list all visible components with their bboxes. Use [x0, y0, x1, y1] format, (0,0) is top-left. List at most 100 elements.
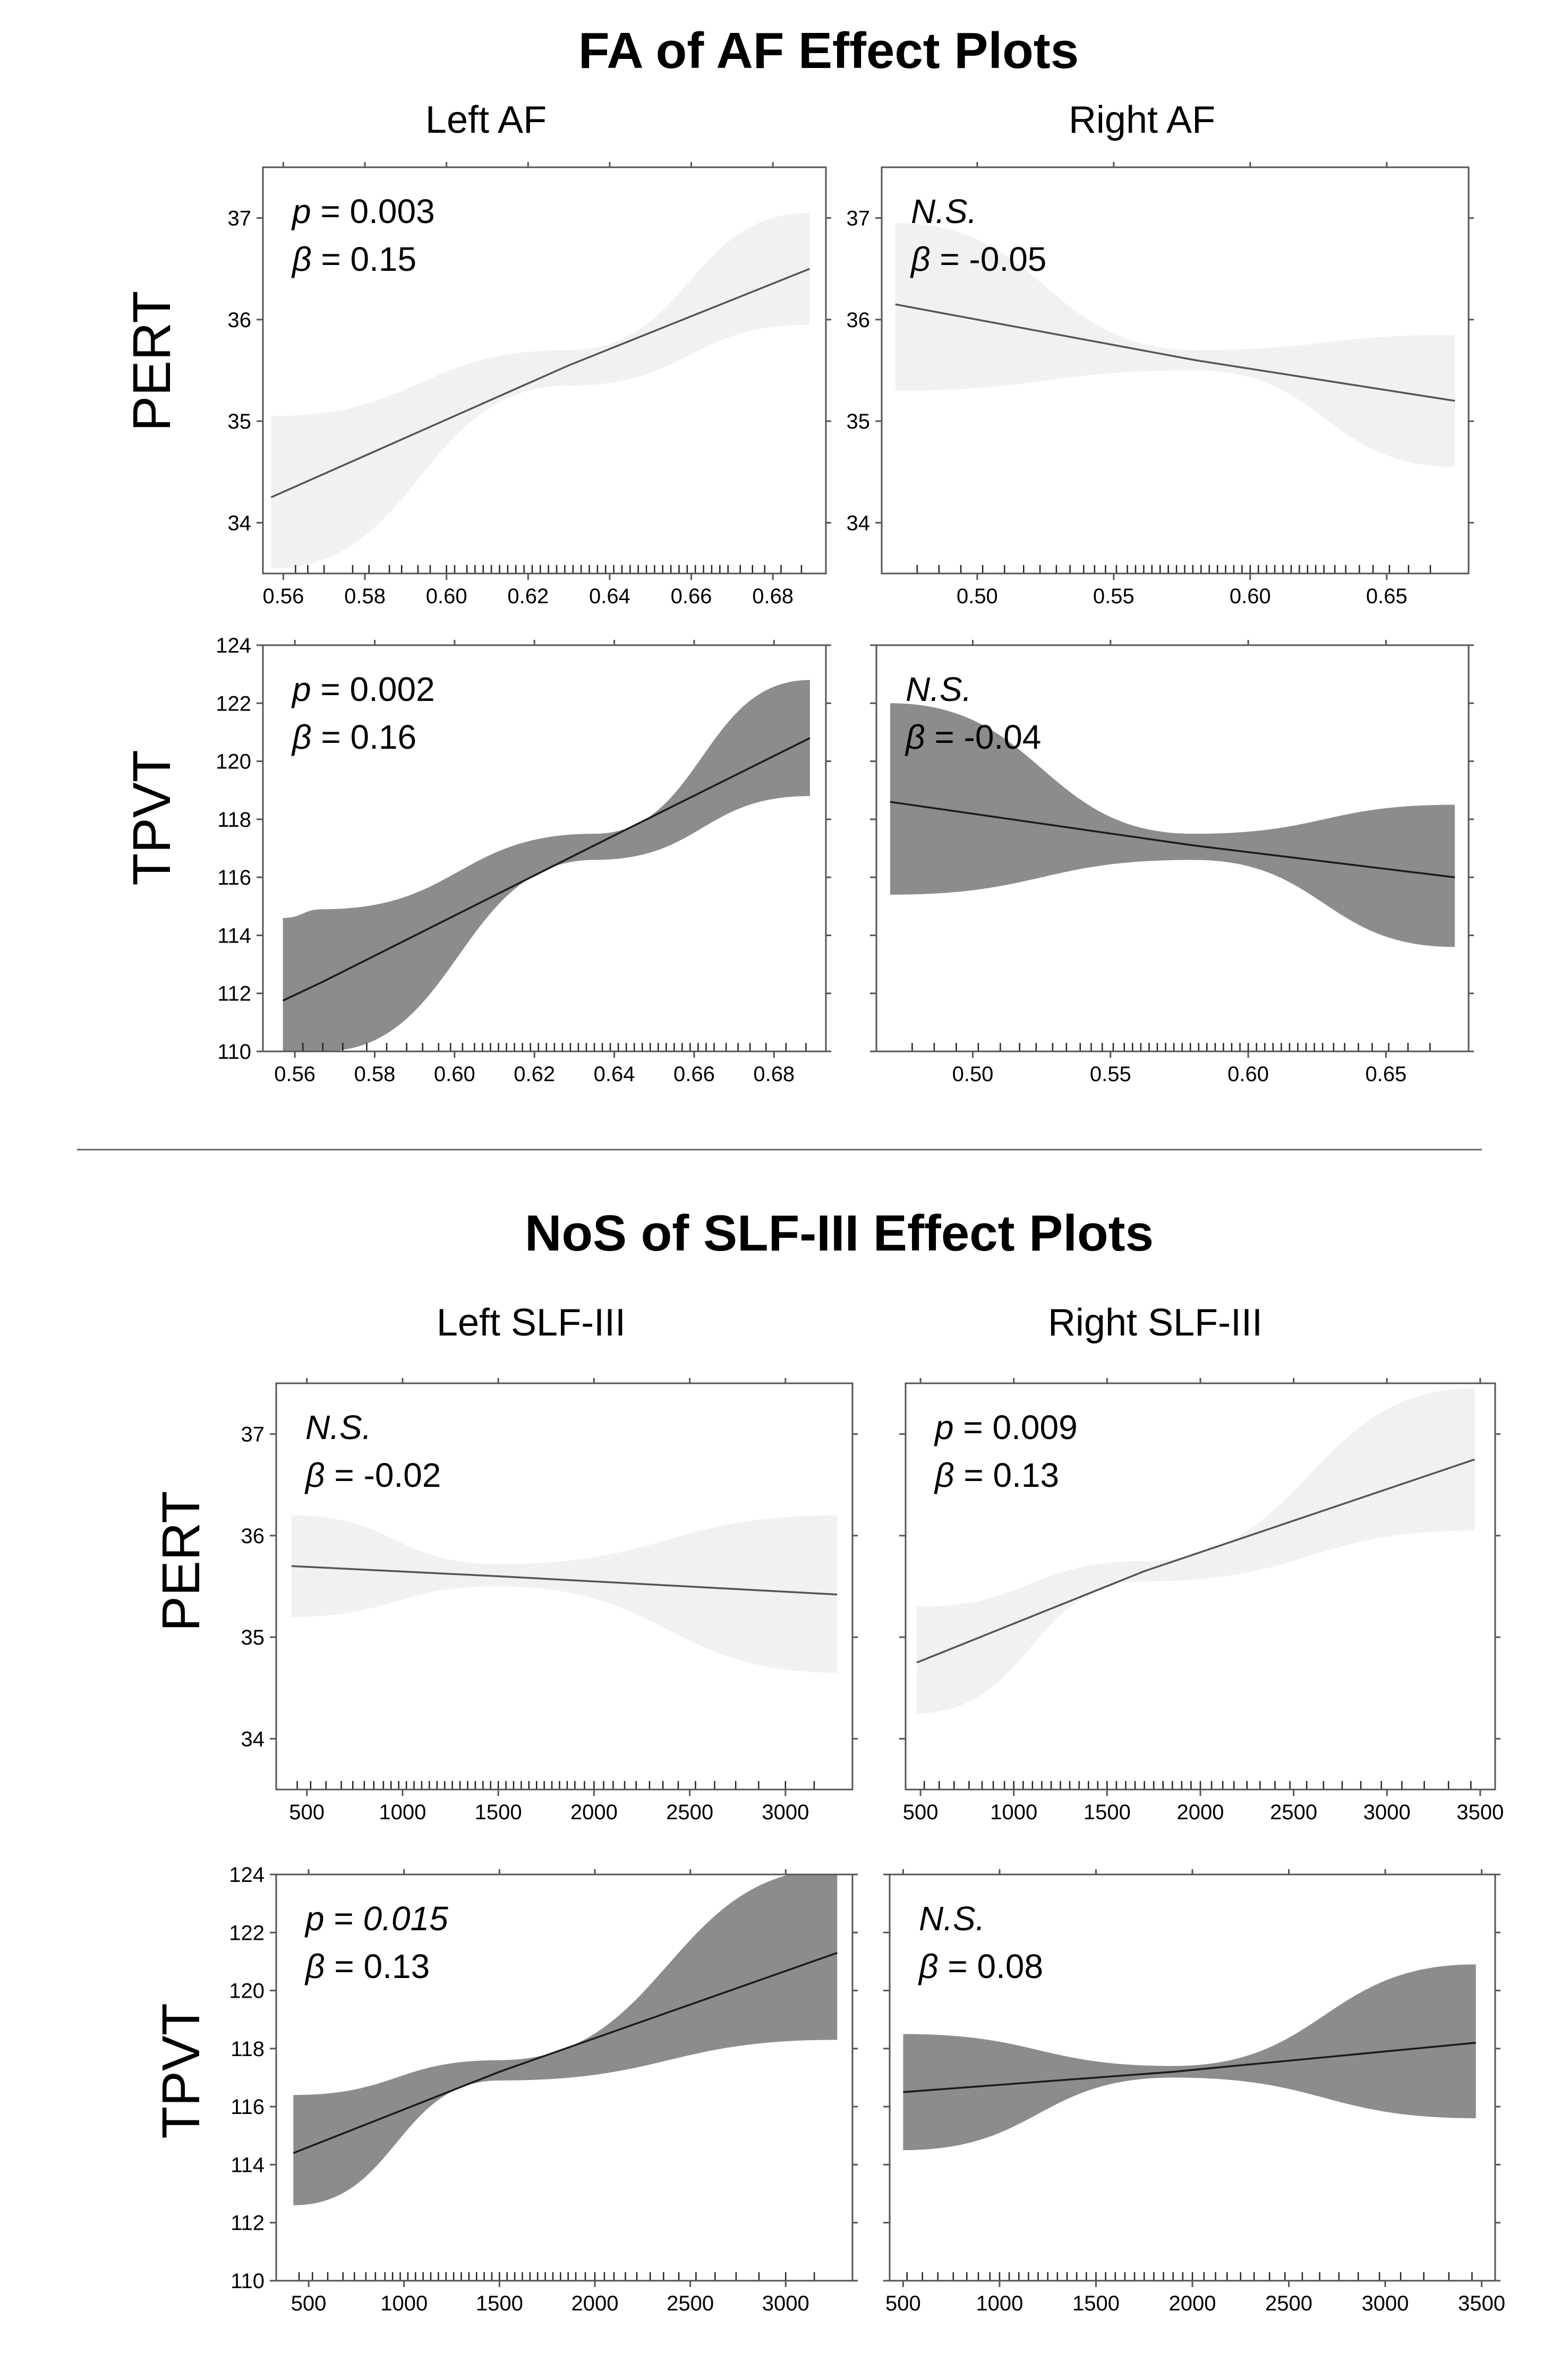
x-tick-label: 500: [289, 1801, 325, 1824]
panel-fa-right-tpvt: 0.50 0.55 0.60 0.65 N.S. β = -0.04: [870, 640, 1474, 1086]
section2-column-left: Left SLF-III: [437, 1302, 626, 1344]
x-tick-label: 2500: [667, 2292, 714, 2315]
p-value-label: p = 0.002: [291, 670, 435, 708]
section1-column-right: Right AF: [1069, 99, 1215, 141]
beta-label: β = 0.15: [291, 240, 416, 278]
panel-nos-left-tpvt: 500 1000 1500 2000 2500 3000 110 112 114 116 118 12…: [229, 1863, 858, 2315]
fit-line: [293, 1951, 838, 2154]
x-tick-label: 2000: [1169, 2292, 1216, 2315]
x-tick-label: 0.68: [752, 585, 794, 608]
y-tick-label: 37: [241, 1423, 265, 1446]
x-tick-label: 500: [903, 1801, 939, 1824]
y-tick-label: 122: [229, 1921, 265, 1945]
x-tick-label: 2500: [1270, 1801, 1317, 1824]
panel-fa-right-pert: 0.50 0.55 0.60 0.65 34 35 36 37 N.S. β = -0.05: [847, 162, 1474, 608]
section2-row-label-pert: PERT: [151, 1491, 211, 1632]
confidence-band: [895, 223, 1455, 467]
x-tick-label: 0.64: [589, 585, 630, 608]
x-tick-label: 0.60: [1227, 1063, 1269, 1086]
y-tick-label: 116: [217, 866, 251, 889]
x-tick-label: 1500: [476, 2292, 523, 2315]
y-tick-label: 36: [228, 309, 252, 332]
plot-frame: [275, 1382, 854, 1791]
plot-frame: [262, 166, 827, 575]
x-tick-label: 0.60: [434, 1063, 475, 1086]
x-tick-label: 0.60: [426, 585, 467, 608]
y-tick-label: 120: [229, 1980, 265, 2003]
x-tick-label: 2500: [1265, 2292, 1312, 2315]
x-tick-label: 0.58: [344, 585, 386, 608]
x-tick-label: 1000: [976, 2292, 1023, 2315]
p-value-label: p = 0.003: [291, 192, 435, 230]
y-tick-label: 116: [231, 2095, 265, 2119]
x-tick-label: 3000: [762, 2292, 809, 2315]
y-tick-label: 122: [216, 692, 251, 715]
x-tick-label: 0.65: [1366, 585, 1408, 608]
x-tick-label: 0.62: [507, 585, 549, 608]
beta-label: β = -0.02: [304, 1456, 441, 1494]
plot-frame: [262, 644, 827, 1052]
confidence-band: [291, 1515, 838, 1673]
x-tick-label: 1500: [1084, 1801, 1131, 1824]
p-value-label: N.S.: [919, 1899, 985, 1938]
section1-title: FA of AF Effect Plots: [578, 22, 1079, 79]
y-tick-label: 124: [229, 1863, 265, 1887]
section2-title: NoS of SLF-III Effect Plots: [525, 1205, 1154, 1262]
beta-label: β = -0.05: [910, 240, 1046, 278]
x-tick-label: 0.50: [952, 1063, 994, 1086]
y-tick-label: 124: [216, 634, 251, 657]
p-value-label: N.S.: [911, 192, 977, 230]
x-tick-label: 0.56: [262, 585, 304, 608]
x-tick-label: 2000: [571, 2292, 618, 2315]
section2-row-label-tpvt: TPVT: [151, 2003, 211, 2139]
x-tick-label: 500: [291, 2292, 327, 2315]
y-tick-label: 37: [228, 207, 252, 230]
fit-line: [903, 2042, 1476, 2093]
fit-line: [895, 303, 1455, 402]
plot-frame: [881, 166, 1470, 575]
fit-line: [890, 801, 1455, 878]
x-tick-label: 0.64: [594, 1063, 635, 1086]
fit-line: [282, 737, 811, 1001]
confidence-band: [890, 703, 1455, 947]
panel-nos-left-pert: 500 1000 1500 2000 2500 3000 34 35 36 37 N.S. β = -…: [241, 1378, 858, 1824]
p-value-label: N.S.: [305, 1408, 371, 1446]
y-tick-label: 110: [231, 2270, 265, 2293]
p-value-label: N.S.: [906, 670, 971, 708]
beta-label: β = -0.04: [905, 718, 1041, 756]
x-tick-label: 1500: [475, 1801, 522, 1824]
x-tick-label: 3000: [1362, 2292, 1409, 2315]
y-tick-label: 112: [231, 2212, 265, 2235]
y-tick-label: 34: [847, 511, 871, 535]
p-value-label: p = 0.009: [934, 1408, 1078, 1446]
x-tick-label: 0.58: [354, 1063, 396, 1086]
x-tick-label: 1000: [990, 1801, 1037, 1824]
panel-fa-left-pert: 0.56 0.58 0.60 0.62 0.64 0.66 0.68 34 35 36 37 p = …: [228, 162, 831, 608]
plot-frame: [875, 644, 1470, 1052]
beta-label: β = 0.13: [304, 1947, 430, 1985]
beta-label: β = 0.08: [918, 1947, 1043, 1985]
confidence-band: [293, 1874, 838, 2205]
panel-nos-right-pert: 500 1000 1500 2000 2500 3000 3500 p = 0.009 β = …: [899, 1378, 1504, 1824]
beta-label: β = 0.16: [291, 718, 416, 756]
x-tick-label: 2000: [1177, 1801, 1224, 1824]
x-tick-label: 0.55: [1090, 1063, 1131, 1086]
panel-nos-right-tpvt: 500 1000 1500 2000 2500 3000 3500 N.S. β = 0.08: [883, 1869, 1505, 2315]
y-tick-label: 114: [231, 2153, 265, 2177]
x-tick-label: 0.66: [673, 1063, 715, 1086]
y-tick-label: 35: [847, 410, 871, 433]
x-tick-label: 2500: [666, 1801, 713, 1824]
confidence-band: [283, 680, 810, 1051]
x-tick-label: 0.56: [274, 1063, 315, 1086]
x-tick-label: 1000: [379, 1801, 426, 1824]
beta-label: β = 0.13: [934, 1456, 1059, 1494]
section1-row-label-tpvt: TPVT: [122, 750, 182, 886]
x-tick-label: 0.62: [514, 1063, 555, 1086]
x-tick-label: 1500: [1072, 2292, 1120, 2315]
y-tick-label: 36: [847, 309, 871, 332]
y-tick-label: 35: [241, 1626, 265, 1649]
y-tick-label: 118: [231, 2037, 265, 2061]
x-tick-label: 0.60: [1230, 585, 1271, 608]
x-tick-label: 3500: [1458, 2292, 1505, 2315]
